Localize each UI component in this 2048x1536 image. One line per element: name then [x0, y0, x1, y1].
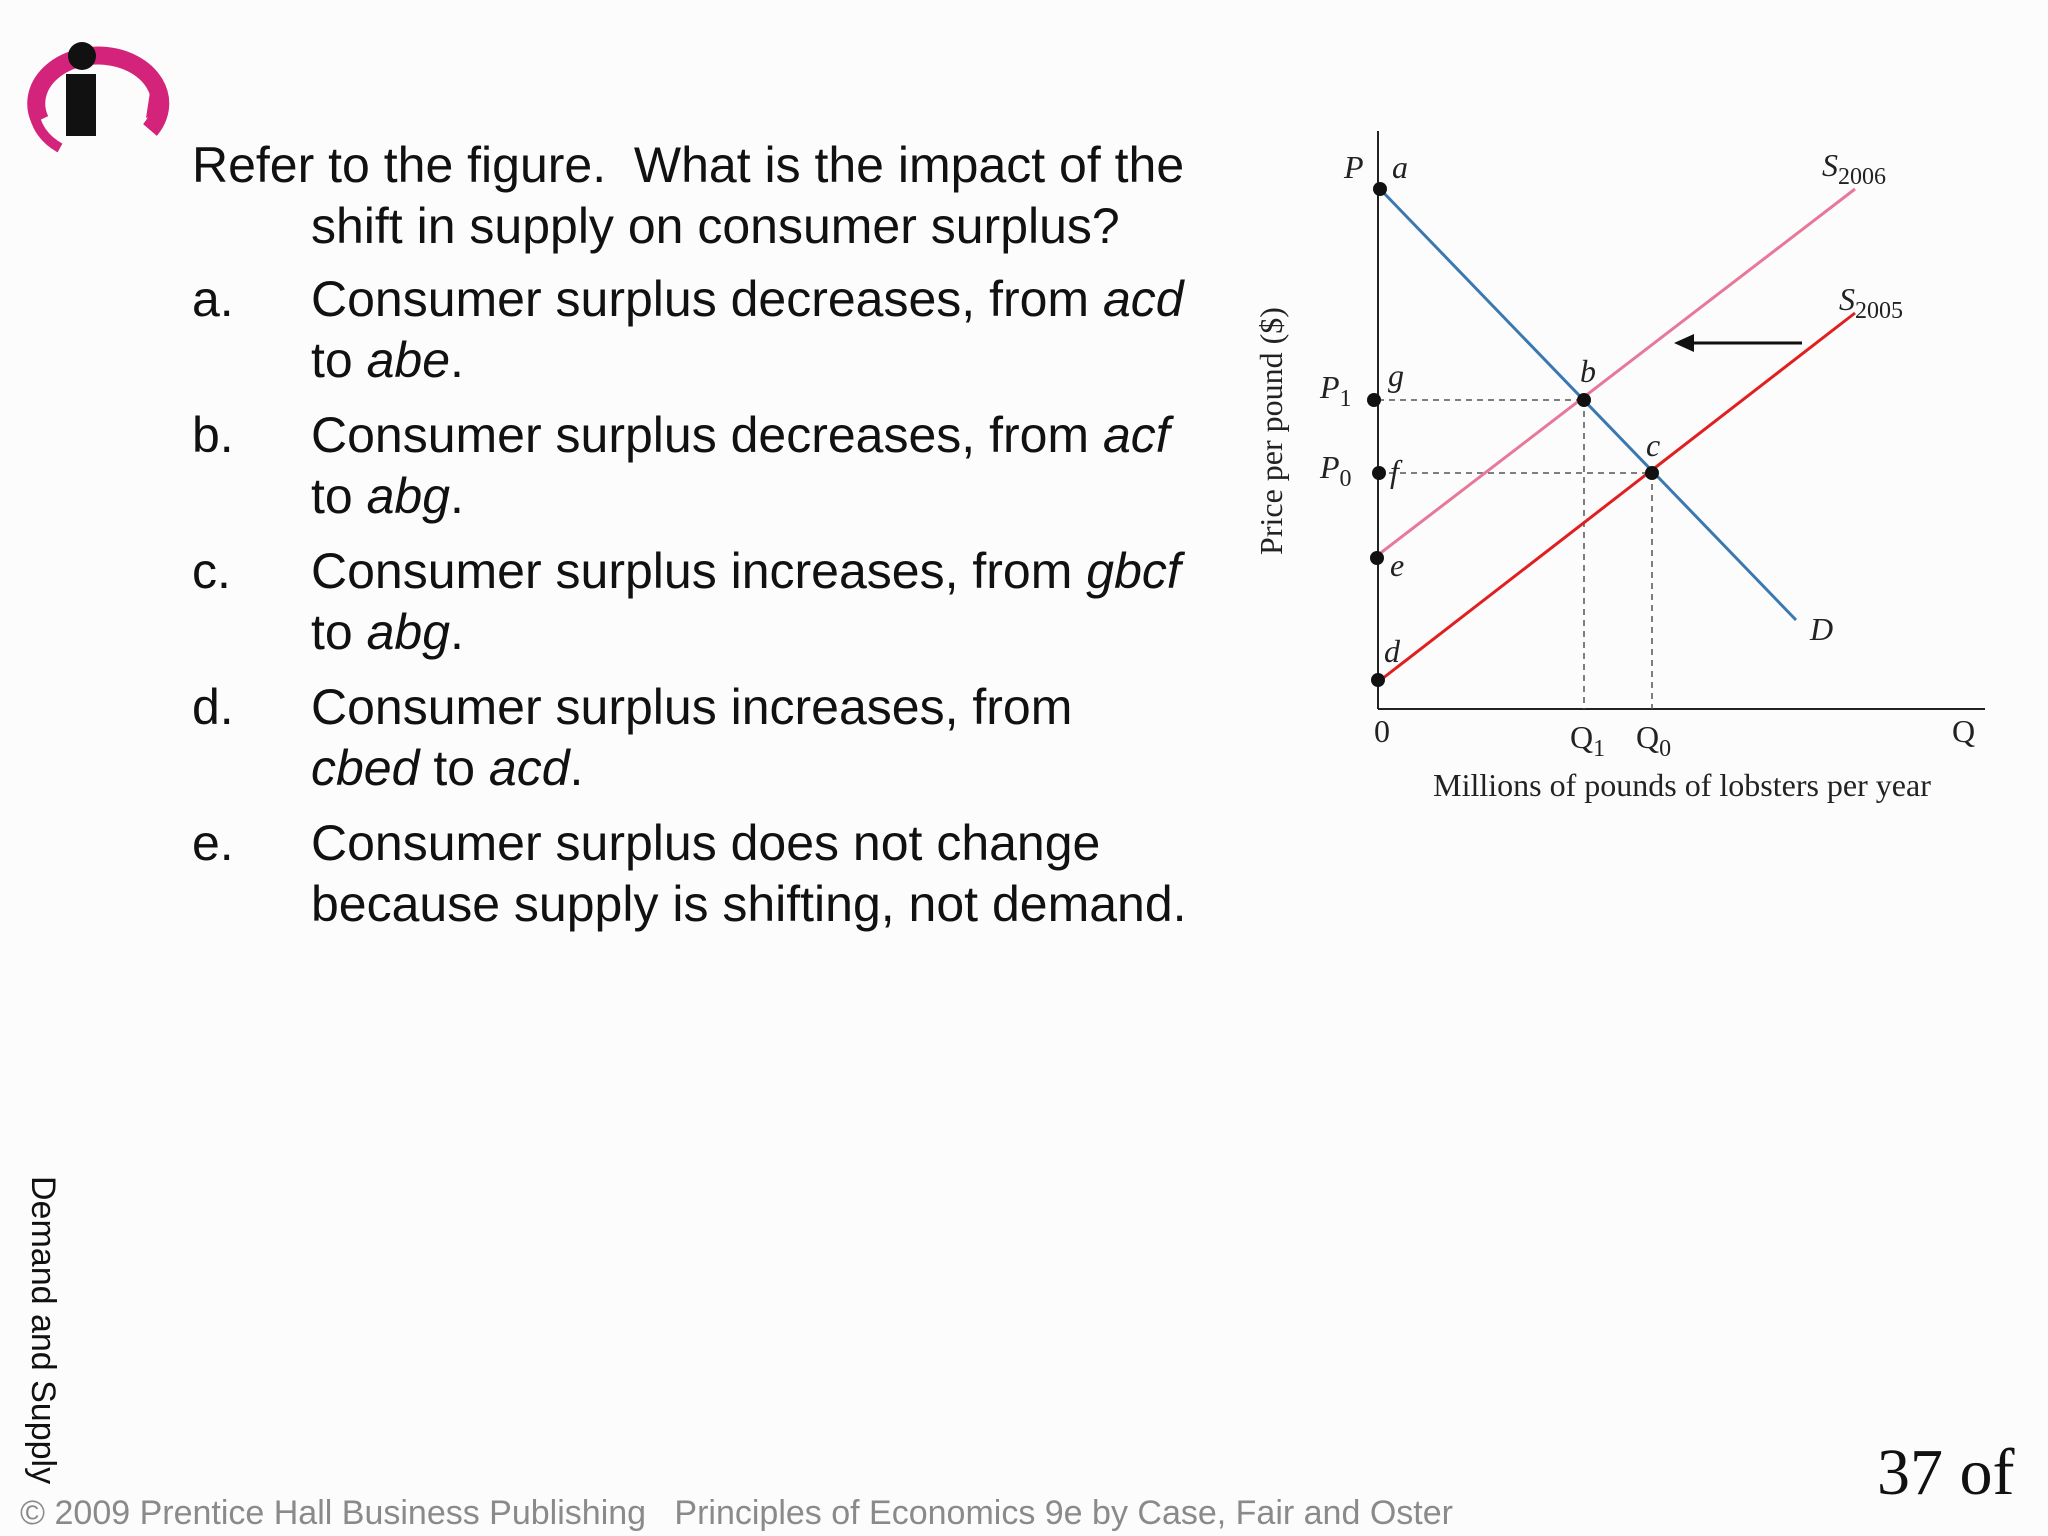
- label-text: d: [1384, 633, 1401, 669]
- supply-2005: [1377, 311, 1856, 684]
- x-axis-label: Millions of pounds of lobsters per year: [1433, 767, 1931, 803]
- question-line: shift in supply on consumer surplus?: [311, 198, 1120, 254]
- label-text: 0: [1374, 713, 1390, 749]
- label-text: Q: [1636, 719, 1659, 755]
- text-run: abg: [367, 468, 451, 524]
- label-text: b: [1580, 353, 1596, 389]
- y-axis-label: Price per pound ($): [1253, 307, 1289, 555]
- text-run: abg: [367, 604, 451, 660]
- label-text: S: [1822, 147, 1838, 183]
- label-text: P: [1319, 369, 1340, 405]
- figure-label: Q: [1952, 713, 1975, 749]
- text-run: Consumer surplus decreases, from: [311, 407, 1103, 463]
- figure-label: S2005: [1839, 281, 1903, 324]
- label-text: Q: [1952, 713, 1975, 749]
- text-line: Consumer surplus increases, from gbcf: [311, 543, 1186, 599]
- text-run: Consumer surplus increases, from: [311, 543, 1086, 599]
- label-subscript: 0: [1659, 736, 1671, 762]
- option-label: a.: [192, 271, 234, 327]
- text-line: Consumer surplus decreases, from acd: [311, 271, 1186, 327]
- text-run: acf: [1103, 407, 1175, 463]
- text-run: to: [311, 332, 367, 388]
- figure-label: c: [1646, 427, 1660, 463]
- logo: [27, 42, 170, 153]
- label-text: D: [1809, 611, 1833, 647]
- figure: [1367, 131, 1985, 710]
- text-run: abe: [367, 332, 450, 388]
- label-subscript: 2006: [1838, 164, 1886, 190]
- supply-2006: [1377, 187, 1856, 557]
- text-line: Consumer surplus decreases, from acf: [311, 407, 1175, 463]
- figure-label: d: [1384, 633, 1401, 669]
- label-subscript: 2005: [1855, 298, 1903, 324]
- label-text: g: [1388, 357, 1404, 393]
- points: [1367, 182, 1659, 687]
- text-run: acd: [489, 740, 572, 796]
- text-line: Consumer surplus increases, from: [311, 679, 1072, 735]
- option-label: c.: [192, 543, 231, 599]
- guide-lines: [1378, 399, 1653, 709]
- figure-label: D: [1809, 611, 1833, 647]
- text-run: Consumer surplus increases, from: [311, 679, 1072, 735]
- text-run: .: [450, 604, 464, 660]
- label-text: Q: [1570, 719, 1593, 755]
- footer: © 2009 Prentice Hall Business Publishing…: [20, 1494, 1453, 1532]
- figure-label: b: [1580, 353, 1596, 389]
- figure-label: g: [1388, 357, 1404, 393]
- label-text: a: [1392, 149, 1408, 185]
- text-line: to abg.: [311, 604, 464, 660]
- label-text: P: [1343, 149, 1364, 185]
- text-line: to abg.: [311, 468, 464, 524]
- text-run: .: [450, 332, 464, 388]
- arrow-head: [1674, 334, 1694, 352]
- figure-label: e: [1390, 547, 1404, 583]
- figure-label: P: [1343, 149, 1364, 185]
- label-text: P: [1319, 449, 1340, 485]
- text-run: because supply is shifting, not demand.: [311, 876, 1187, 932]
- text-run: to: [419, 740, 488, 796]
- label-text: c: [1646, 427, 1660, 463]
- text-run: Consumer surplus does not change: [311, 815, 1100, 871]
- figure-label: Q0: [1636, 719, 1671, 762]
- figure-label: 0: [1374, 713, 1390, 749]
- figure-label: a: [1392, 149, 1408, 185]
- question-line: Refer to the figure. What is the impact …: [192, 137, 1184, 193]
- sidebar-title: Demand and Supply: [24, 1176, 62, 1484]
- option-label: d.: [192, 679, 234, 735]
- figure-label: S2006: [1822, 147, 1886, 190]
- page-number: 37 of: [1877, 1436, 2015, 1509]
- text-line: to abe.: [311, 332, 464, 388]
- text-run: to: [311, 468, 367, 524]
- text-run: .: [450, 468, 464, 524]
- text-line: because supply is shifting, not demand.: [311, 876, 1187, 932]
- option-label: b.: [192, 407, 234, 463]
- text-run: .: [570, 740, 584, 796]
- text-run: to: [311, 604, 367, 660]
- text-line: Consumer surplus does not change: [311, 815, 1100, 871]
- label-text: e: [1390, 547, 1404, 583]
- label-subscript: 1: [1593, 736, 1605, 762]
- figure-label: P1: [1319, 369, 1352, 412]
- text-run: Consumer surplus decreases, from: [311, 271, 1103, 327]
- label-subscript: 0: [1340, 466, 1352, 492]
- text-run: acd: [1103, 271, 1186, 327]
- label-text: S: [1839, 281, 1855, 317]
- option-label: e.: [192, 815, 234, 871]
- label-subscript: 1: [1340, 386, 1352, 412]
- figure-label: P0: [1319, 449, 1352, 492]
- text-run: cbed: [311, 740, 422, 796]
- text-run: gbcf: [1086, 543, 1186, 599]
- figure-label: Q1: [1570, 719, 1605, 762]
- text-line: cbed to acd.: [311, 740, 583, 796]
